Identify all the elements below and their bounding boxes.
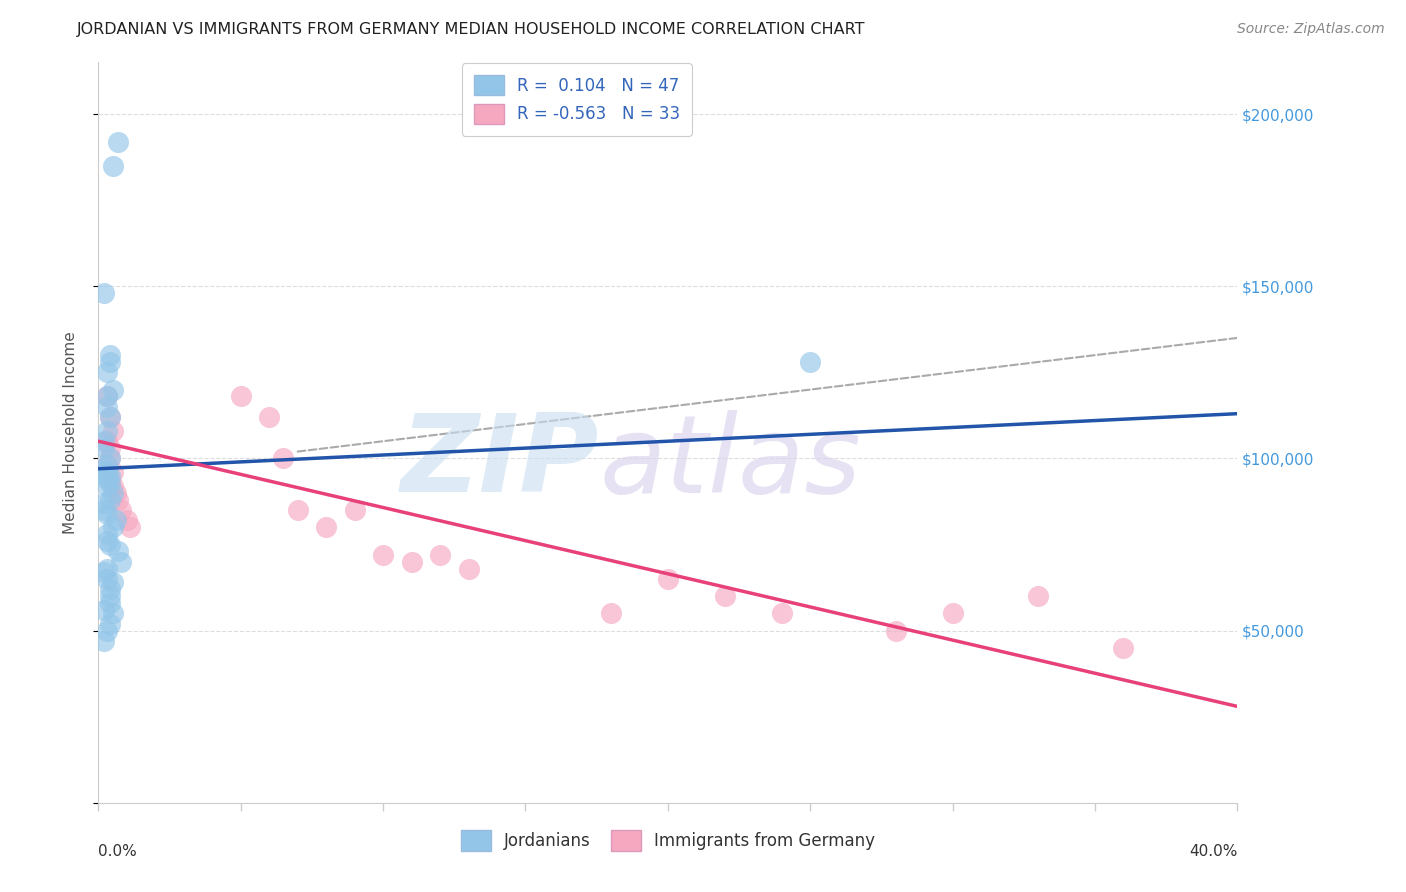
Point [93,496,115,510]
Point [101,520,124,534]
Point [401,555,423,569]
Point [714,589,737,603]
Point [343,503,366,517]
Point [93,634,115,648]
Point [93,434,115,449]
Point [98,441,121,455]
Point [96,389,118,403]
Text: ZIP: ZIP [401,409,599,516]
Point [107,135,129,149]
Point [259,410,281,425]
Point [101,465,124,479]
Point [96,424,118,438]
Point [229,389,252,403]
Text: 40.0%: 40.0% [1189,844,1237,858]
Point [98,451,121,466]
Point [98,616,121,631]
Point [115,513,138,527]
Point [96,434,118,449]
Point [429,548,451,562]
Point [110,503,132,517]
Y-axis label: Median Household Income: Median Household Income [63,331,77,534]
Point [98,410,121,425]
Point [373,548,395,562]
Point [98,475,121,490]
Point [884,624,907,638]
Point [96,400,118,414]
Point [104,513,127,527]
Point [273,451,295,466]
Point [96,458,118,473]
Point [770,607,793,621]
Point [107,544,129,558]
Text: JORDANIAN VS IMMIGRANTS FROM GERMANY MEDIAN HOUSEHOLD INCOME CORRELATION CHART: JORDANIAN VS IMMIGRANTS FROM GERMANY MED… [77,22,866,37]
Legend: Jordanians, Immigrants from Germany: Jordanians, Immigrants from Germany [454,823,882,857]
Point [98,596,121,610]
Point [98,451,121,466]
Point [600,607,623,621]
Point [98,348,121,362]
Point [93,503,115,517]
Point [98,492,121,507]
Point [96,534,118,549]
Point [96,527,118,541]
Point [315,520,337,534]
Point [96,561,118,575]
Point [1112,640,1135,655]
Point [118,520,141,534]
Point [96,507,118,521]
Point [101,479,124,493]
Point [287,503,309,517]
Point [1026,589,1049,603]
Point [96,479,118,493]
Point [93,286,115,301]
Point [942,607,965,621]
Point [101,575,124,590]
Point [96,465,118,479]
Point [110,555,132,569]
Point [98,589,121,603]
Point [96,624,118,638]
Point [98,472,121,486]
Point [96,472,118,486]
Point [96,365,118,379]
Point [98,537,121,551]
Point [96,458,118,473]
Point [98,468,121,483]
Point [96,572,118,586]
Point [93,462,115,476]
Point [101,486,124,500]
Point [101,159,124,173]
Point [96,389,118,403]
Point [101,383,124,397]
Point [104,486,127,500]
Point [93,565,115,579]
Text: 0.0%: 0.0% [98,844,138,858]
Point [101,424,124,438]
Point [96,468,118,483]
Point [98,355,121,369]
Point [657,572,679,586]
Point [98,582,121,597]
Point [799,355,821,369]
Point [93,441,115,455]
Point [457,561,479,575]
Point [98,410,121,425]
Point [93,603,115,617]
Point [107,492,129,507]
Text: atlas: atlas [599,409,862,515]
Text: Source: ZipAtlas.com: Source: ZipAtlas.com [1237,22,1385,37]
Point [101,607,124,621]
